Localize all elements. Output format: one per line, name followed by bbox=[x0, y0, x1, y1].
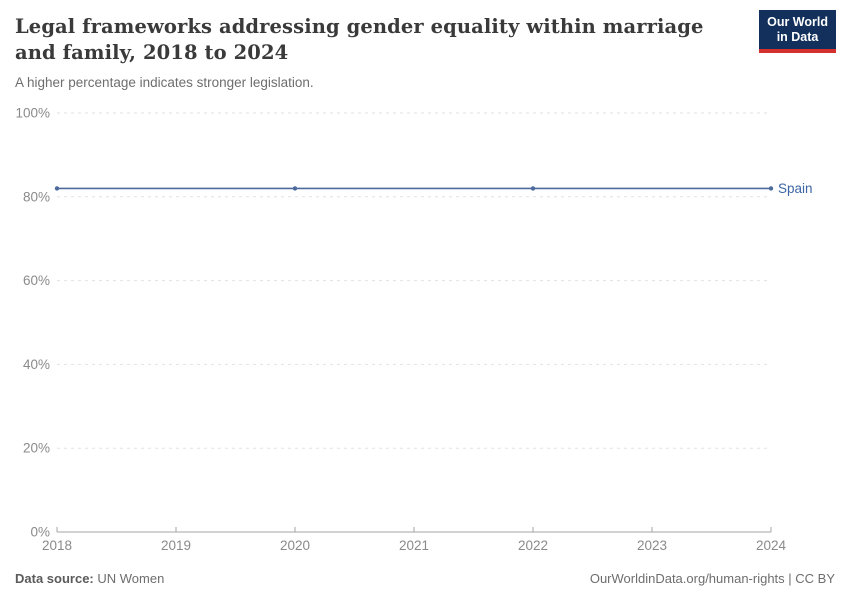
chart-title: Legal frameworks addressing gender equal… bbox=[15, 15, 704, 64]
owid-logo-text-line1: Our World bbox=[767, 15, 828, 29]
y-axis-label-80: 80% bbox=[23, 189, 50, 204]
line-chart-canvas[interactable]: 0% 20% 40% 60% 80% 100% 2018 2019 2020 2021 2022 20… bbox=[0, 100, 850, 570]
y-axis-label-100: 100% bbox=[15, 106, 50, 121]
y-axis-label-0: 0% bbox=[30, 525, 50, 540]
data-source-note: Data source: UN Women bbox=[15, 571, 164, 586]
data-point-spain-2022[interactable] bbox=[530, 186, 536, 191]
y-axis-label-20: 20% bbox=[23, 441, 50, 456]
x-axis-label-2020: 2020 bbox=[280, 538, 310, 553]
y-axis-label-60: 60% bbox=[23, 273, 50, 288]
x-axis-label-2024: 2024 bbox=[756, 538, 787, 553]
data-point-spain-2018[interactable] bbox=[54, 186, 60, 191]
x-axis-label-2023: 2023 bbox=[637, 538, 667, 553]
owid-attribution-link[interactable]: OurWorldinData.org/human-rights | CC BY bbox=[589, 571, 835, 586]
data-point-spain-2020[interactable] bbox=[292, 186, 298, 191]
data-point-spain-2024[interactable] bbox=[768, 186, 774, 191]
data-source-value: UN Women bbox=[97, 571, 165, 586]
chart-footer: Data source: UN Women OurWorldinData.org… bbox=[15, 571, 835, 586]
owid-logo-text-line2: in Data bbox=[776, 30, 819, 44]
entity-label-spain[interactable]: Spain bbox=[778, 181, 813, 196]
data-source-label: Data source: bbox=[15, 571, 94, 586]
x-axis-label-2022: 2022 bbox=[518, 538, 548, 553]
x-axis-label-2021: 2021 bbox=[399, 538, 429, 553]
x-axis-label-2018: 2018 bbox=[42, 538, 72, 553]
owid-logo[interactable]: Our World in Data bbox=[759, 10, 836, 53]
x-axis-label-2019: 2019 bbox=[161, 538, 191, 553]
y-axis-label-40: 40% bbox=[23, 357, 50, 372]
chart-subtitle: A higher percentage indicates stronger l… bbox=[15, 75, 314, 90]
